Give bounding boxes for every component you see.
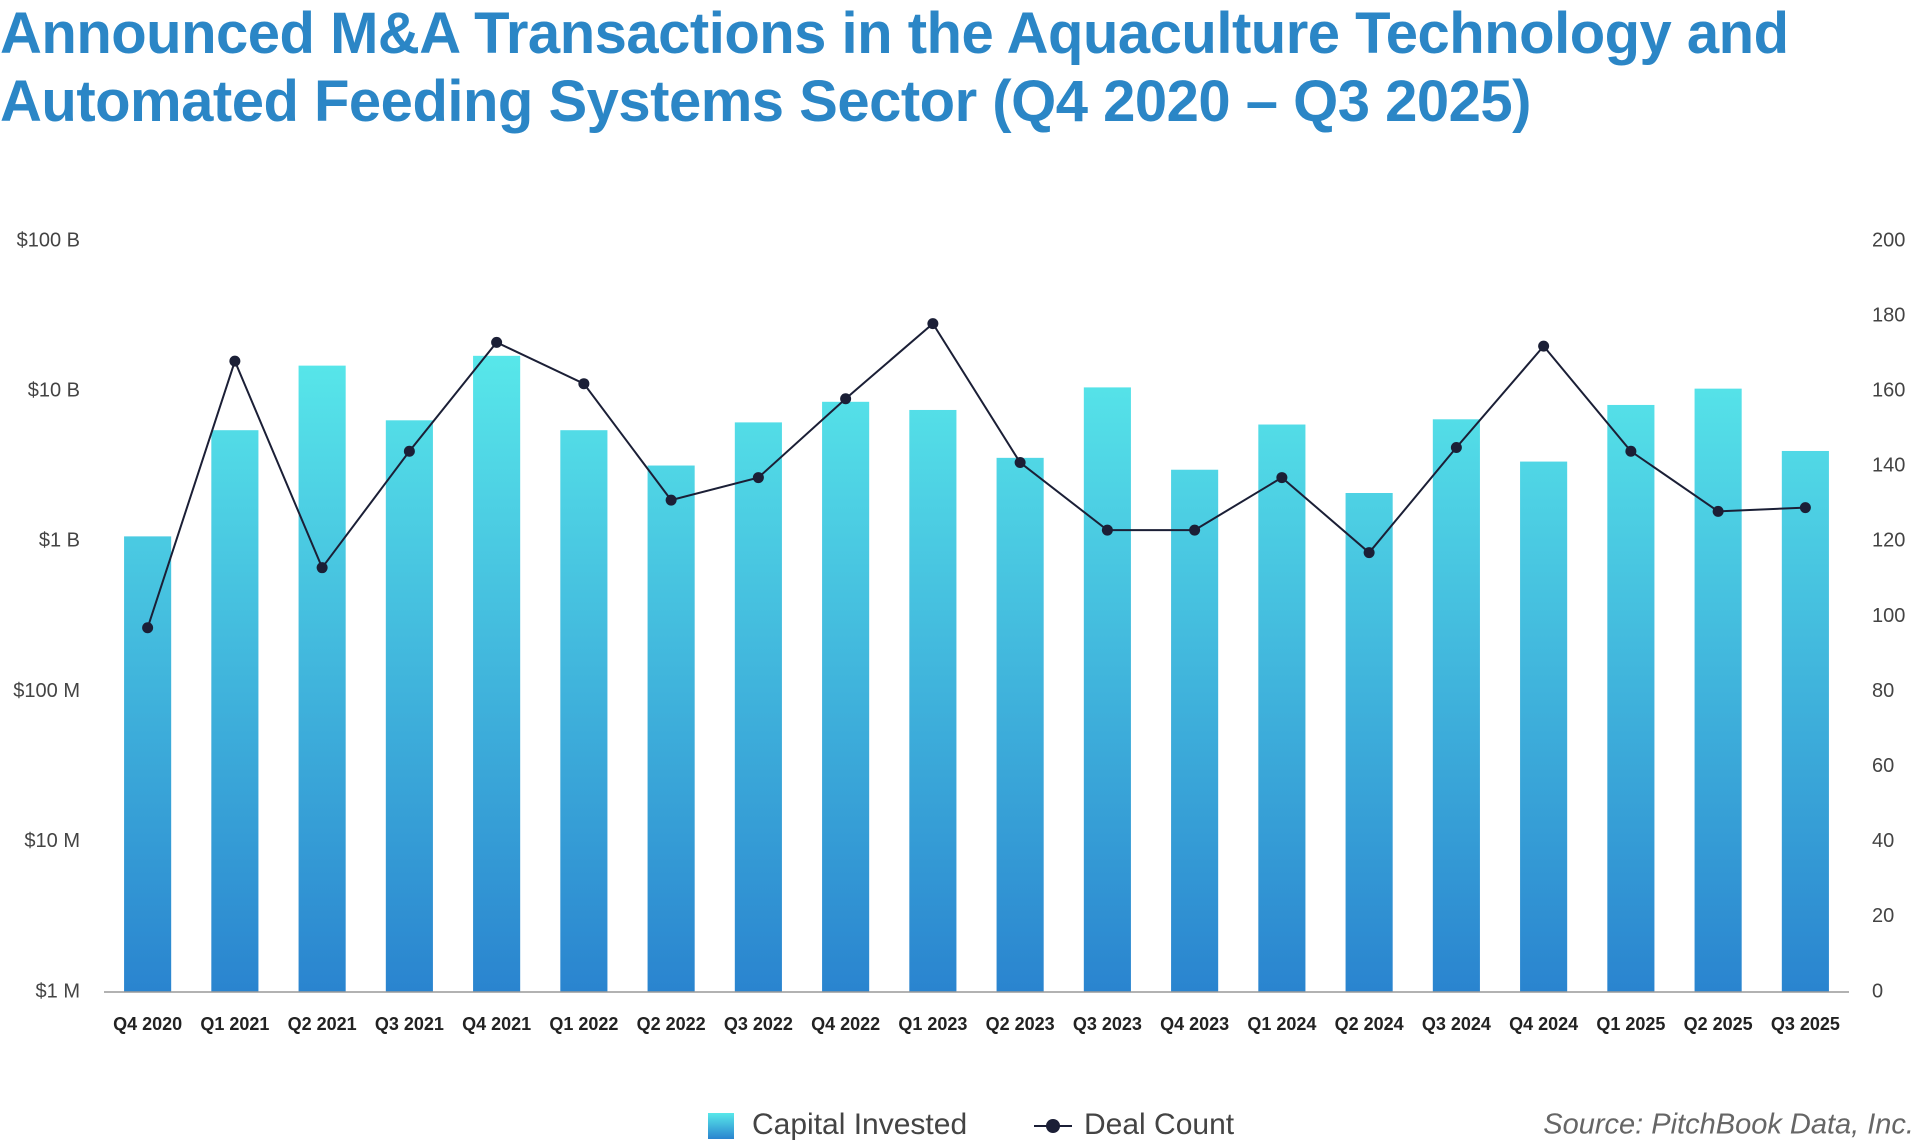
bar [909, 409, 957, 992]
line-marker [840, 393, 852, 405]
bar [298, 365, 346, 992]
y2-tick-label: 160 [1872, 379, 1905, 401]
bar [560, 430, 608, 992]
y2-tick-label: 0 [1872, 980, 1883, 1002]
legend-swatch [1046, 1119, 1060, 1133]
x-tick-label: Q1 2021 [200, 1014, 269, 1034]
y2-tick-label: 100 [1872, 605, 1905, 627]
bar [1781, 450, 1829, 992]
x-tick-label: Q1 2025 [1596, 1014, 1665, 1034]
legend-label: Capital Invested [752, 1108, 967, 1141]
bar [124, 536, 172, 992]
y-tick-label: $10 B [28, 379, 80, 401]
y-tick-label: $100 M [13, 680, 80, 702]
x-tick-label: Q2 2024 [1335, 1014, 1404, 1034]
bar [734, 422, 782, 992]
x-tick-label: Q1 2022 [549, 1014, 618, 1034]
line-marker [927, 318, 939, 330]
line-marker [1014, 457, 1026, 469]
legend-label: Deal Count [1084, 1108, 1235, 1141]
bar [996, 457, 1044, 992]
bar [1171, 469, 1219, 992]
line-marker [229, 355, 241, 367]
x-tick-label: Q1 2024 [1247, 1014, 1316, 1034]
y-tick-label: $1 B [39, 530, 80, 552]
bar [1345, 493, 1393, 992]
line-marker [491, 336, 503, 348]
source: Source: PitchBook Data, Inc. [1543, 1109, 1914, 1141]
x-tick-label: Q3 2023 [1073, 1014, 1142, 1034]
x-tick-label: Q2 2023 [986, 1014, 1055, 1034]
legend-swatch [708, 1113, 734, 1139]
line-marker [316, 562, 328, 574]
x-tick-label: Q4 2022 [811, 1014, 880, 1034]
bar [385, 420, 433, 992]
line-marker [1712, 505, 1724, 517]
y2-tick-label: 20 [1872, 905, 1894, 927]
bar [211, 430, 259, 992]
x-tick-label: Q2 2022 [637, 1014, 706, 1034]
line-marker [1799, 502, 1811, 514]
line-marker [403, 445, 415, 457]
bar [1607, 404, 1655, 992]
y2-tick-label: 140 [1872, 455, 1905, 477]
x-tick-label: Q4 2020 [113, 1014, 182, 1034]
y2-tick-label: 60 [1872, 755, 1894, 777]
line-marker [1189, 524, 1201, 536]
x-tick-label: Q3 2024 [1422, 1014, 1491, 1034]
line-marker [1450, 442, 1462, 454]
line-marker [1538, 340, 1550, 352]
line-marker [578, 378, 590, 390]
line-marker [1363, 547, 1375, 559]
x-tick-label: Q3 2025 [1771, 1014, 1840, 1034]
y-tick-label: $10 M [24, 830, 80, 852]
x-tick-label: Q4 2021 [462, 1014, 531, 1034]
line-marker [1625, 445, 1637, 457]
x-tick-label: Q4 2024 [1509, 1014, 1578, 1034]
y-tick-label: $100 B [17, 229, 80, 251]
bar [1258, 424, 1306, 992]
bar [1520, 461, 1568, 992]
x-tick-label: Q3 2021 [375, 1014, 444, 1034]
y2-tick-label: 80 [1872, 680, 1894, 702]
line-marker [1101, 524, 1113, 536]
bar [473, 355, 521, 993]
line-marker [752, 472, 764, 484]
line-marker [665, 494, 677, 506]
x-tick-label: Q1 2023 [898, 1014, 967, 1034]
x-tick-label: Q2 2025 [1684, 1014, 1753, 1034]
line-marker [142, 622, 154, 634]
bar [1432, 419, 1480, 992]
y2-tick-label: 40 [1872, 830, 1894, 852]
y-tick-label: $1 M [36, 980, 80, 1002]
x-tick-label: Q2 2021 [288, 1014, 357, 1034]
x-tick-label: Q3 2022 [724, 1014, 793, 1034]
bar [1694, 388, 1742, 992]
bar [822, 401, 870, 992]
y2-tick-label: 200 [1872, 229, 1905, 251]
x-tick-label: Q4 2023 [1160, 1014, 1229, 1034]
chart-title: Announced M&A Transactions in the Aquacu… [0, 1, 1789, 134]
line [146, 322, 1806, 629]
y2-tick-label: 180 [1872, 304, 1905, 326]
y2-tick-label: 120 [1872, 530, 1905, 552]
bar [1083, 387, 1131, 992]
bar [647, 465, 695, 992]
line-marker [1276, 472, 1288, 484]
